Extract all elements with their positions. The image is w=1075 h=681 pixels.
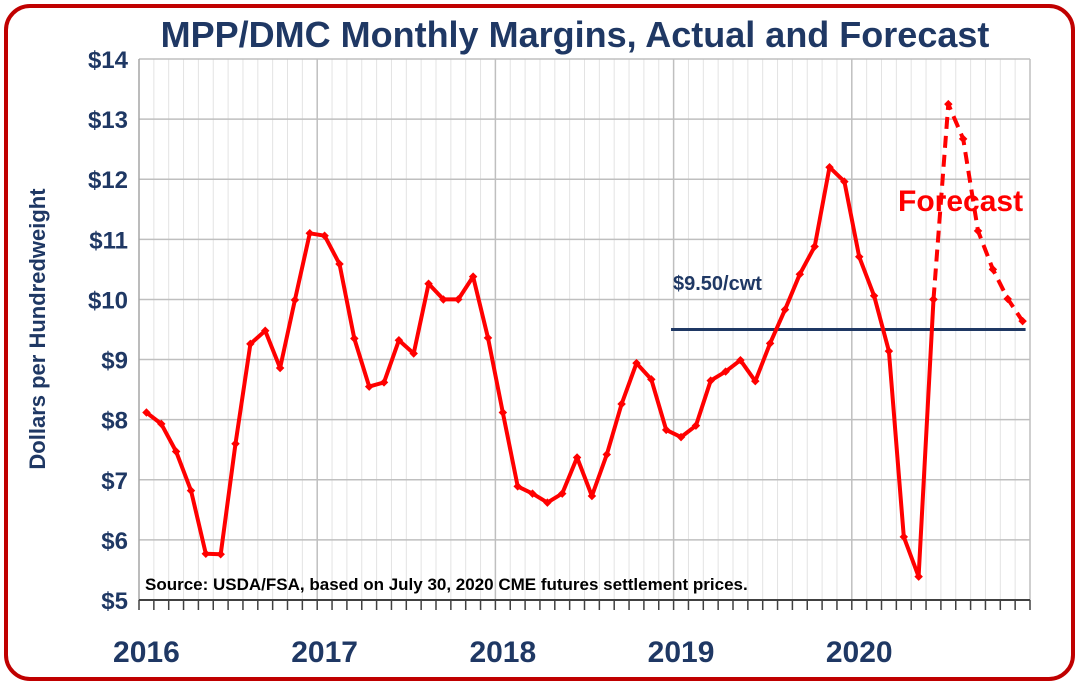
data-point-actual [409, 349, 418, 358]
y-axis-label: Dollars per Hundredweight [25, 188, 50, 470]
data-point-actual [335, 259, 344, 269]
y-tick-labels: $5 $6 $7 $8 $9 $10 $11 $12 $13 $14 [88, 47, 129, 615]
chart-title: MPP/DMC Monthly Margins, Actual and Fore… [161, 14, 990, 55]
x-tick-marks [138, 600, 1031, 610]
data-point-forecast [988, 265, 998, 274]
x-tick-label: 2019 [648, 636, 715, 669]
data-point-actual [424, 279, 433, 289]
data-point-actual [557, 489, 567, 498]
x-tick-label: 2020 [826, 636, 893, 669]
data-point-actual [795, 269, 805, 279]
data-point-actual [439, 295, 448, 304]
data-point-actual [854, 252, 864, 262]
data-point-actual [736, 355, 745, 365]
data-point-actual [498, 408, 508, 417]
y-tick-label: $8 [101, 408, 128, 435]
data-point-actual [661, 425, 671, 435]
data-point-actual [142, 408, 151, 417]
y-tick-label: $14 [88, 47, 129, 74]
x-tick-label: 2018 [469, 636, 536, 669]
data-point-actual [840, 177, 849, 186]
x-tick-labels: 2016 2017 2018 2019 2020 [113, 636, 893, 669]
series-actual-points [142, 162, 938, 581]
data-point-actual [899, 532, 909, 542]
data-point-actual [751, 376, 760, 386]
data-point-actual [394, 336, 404, 345]
x-tick-label: 2016 [113, 636, 180, 669]
y-tick-label: $6 [101, 528, 128, 555]
forecast-annotation: Forecast [898, 185, 1023, 218]
data-point-actual [454, 295, 463, 304]
y-tick-label: $5 [101, 588, 128, 615]
data-point-actual [572, 453, 582, 462]
data-point-actual [543, 498, 552, 507]
data-point-actual [379, 378, 389, 387]
y-tick-label: $12 [88, 167, 128, 194]
data-point-actual [602, 450, 612, 459]
y-tick-label: $7 [101, 468, 128, 495]
y-tick-label: $13 [88, 107, 128, 134]
data-point-actual [171, 447, 181, 456]
data-point-actual [765, 339, 775, 348]
source-note: Source: USDA/FSA, based on July 30, 2020… [145, 575, 748, 594]
data-point-actual [706, 376, 715, 385]
data-point-actual [632, 358, 641, 368]
data-point-actual [231, 439, 240, 448]
reference-line-label: $9.50/cwt [673, 273, 762, 295]
data-point-actual [216, 550, 225, 559]
data-point-actual [617, 399, 626, 409]
data-point-actual [157, 419, 166, 429]
data-point-forecast [929, 295, 938, 304]
data-point-actual [275, 363, 285, 373]
data-point-actual [201, 549, 211, 558]
data-point-actual [483, 333, 493, 343]
data-point-actual [721, 367, 730, 376]
data-point-actual [810, 242, 819, 251]
y-tick-label: $9 [101, 348, 128, 375]
data-point-actual [869, 291, 879, 301]
data-point-forecast [958, 134, 968, 144]
y-tick-label: $10 [88, 287, 128, 314]
data-point-actual [884, 346, 894, 356]
data-point-actual [260, 326, 270, 335]
series-actual-line [145, 165, 936, 579]
x-tick-label: 2017 [291, 636, 358, 669]
data-point-forecast [1018, 316, 1027, 326]
data-point-actual [528, 489, 537, 498]
data-point-actual [513, 482, 522, 491]
data-point-actual [468, 272, 478, 281]
data-point-actual [290, 295, 300, 305]
data-point-actual [364, 382, 374, 391]
y-tick-label: $11 [89, 227, 128, 254]
